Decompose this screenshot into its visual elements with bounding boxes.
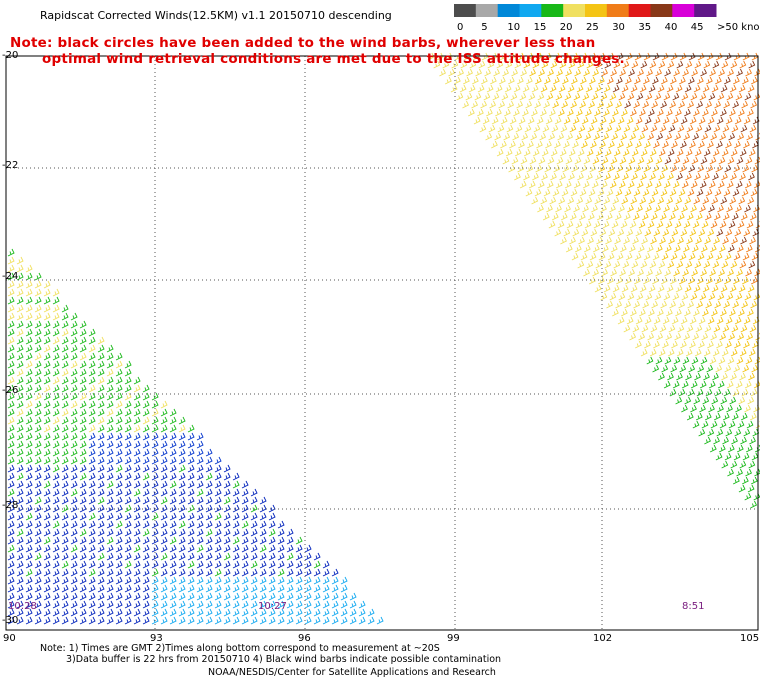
y-tick-30: -30	[2, 615, 19, 626]
legend-swatch	[672, 4, 695, 17]
legend-swatch	[541, 4, 564, 17]
legend-label: 45	[691, 22, 704, 33]
legend-label: 0	[457, 22, 463, 33]
wind-barbs-west-swath	[7, 248, 384, 625]
pass-time-west: 10:28	[8, 601, 37, 612]
x-tick-90: 90	[3, 633, 16, 644]
legend-label: 15	[534, 22, 547, 33]
legend-swatch	[454, 4, 477, 17]
legend-swatch	[475, 4, 499, 17]
y-tick-28: -28	[2, 500, 19, 511]
x-tick-102: 102	[593, 633, 613, 644]
legend-swatch	[650, 4, 673, 17]
y-tick-24: -24	[2, 271, 19, 282]
map-title: Rapidscat Corrected Winds(12.5KM) v1.1 2…	[40, 9, 392, 22]
x-tick-96: 96	[298, 633, 311, 644]
legend-label: >50 knots	[717, 22, 759, 33]
footer-note-2: 3)Data buffer is 22 hrs from 20150710 4)…	[66, 654, 502, 665]
footer-credit: NOAA/NESDIS/Center for Satellite Applica…	[208, 667, 496, 678]
y-tick-26: -26	[2, 385, 19, 396]
legend-swatch	[497, 4, 520, 17]
note-line-2: optimal wind retrieval conditions are me…	[42, 51, 625, 67]
legend-label: 35	[638, 22, 651, 33]
wind-barbs-east-swath	[427, 52, 760, 509]
legend-swatch	[694, 4, 717, 17]
legend-swatch	[606, 4, 630, 17]
note-line-1: Note: black circles have been added to t…	[10, 35, 596, 51]
legend-label: 10	[507, 22, 520, 33]
wind-speed-legend: 0 5 10 15 20 25 30 35 40 45 >50 knots	[454, 4, 760, 38]
legend-swatch	[585, 4, 608, 17]
legend-label: 30	[612, 22, 625, 33]
legend-swatch	[519, 4, 542, 17]
legend-colorbar: 0 5 10 15 20 25 30 35 40 45 >50 knots	[454, 4, 760, 33]
footer-note-1: Note: 1) Times are GMT 2)Times along bot…	[40, 643, 440, 654]
legend-label: 40	[665, 22, 678, 33]
legend-label: 5	[481, 22, 487, 33]
legend-label: 25	[586, 22, 599, 33]
legend-swatch	[563, 4, 586, 17]
pass-time-east: 8:51	[682, 601, 705, 612]
x-tick-99: 99	[447, 633, 460, 644]
plot-frame	[5, 55, 759, 631]
y-tick-20: -20	[2, 50, 19, 61]
legend-label: 20	[560, 22, 573, 33]
map-grid	[6, 56, 758, 630]
legend-swatch	[628, 4, 651, 17]
pass-time-middle: 10:27	[258, 601, 287, 612]
x-tick-105: 105	[740, 633, 760, 644]
y-tick-22: -22	[2, 160, 19, 171]
x-tick-93: 93	[150, 633, 163, 644]
